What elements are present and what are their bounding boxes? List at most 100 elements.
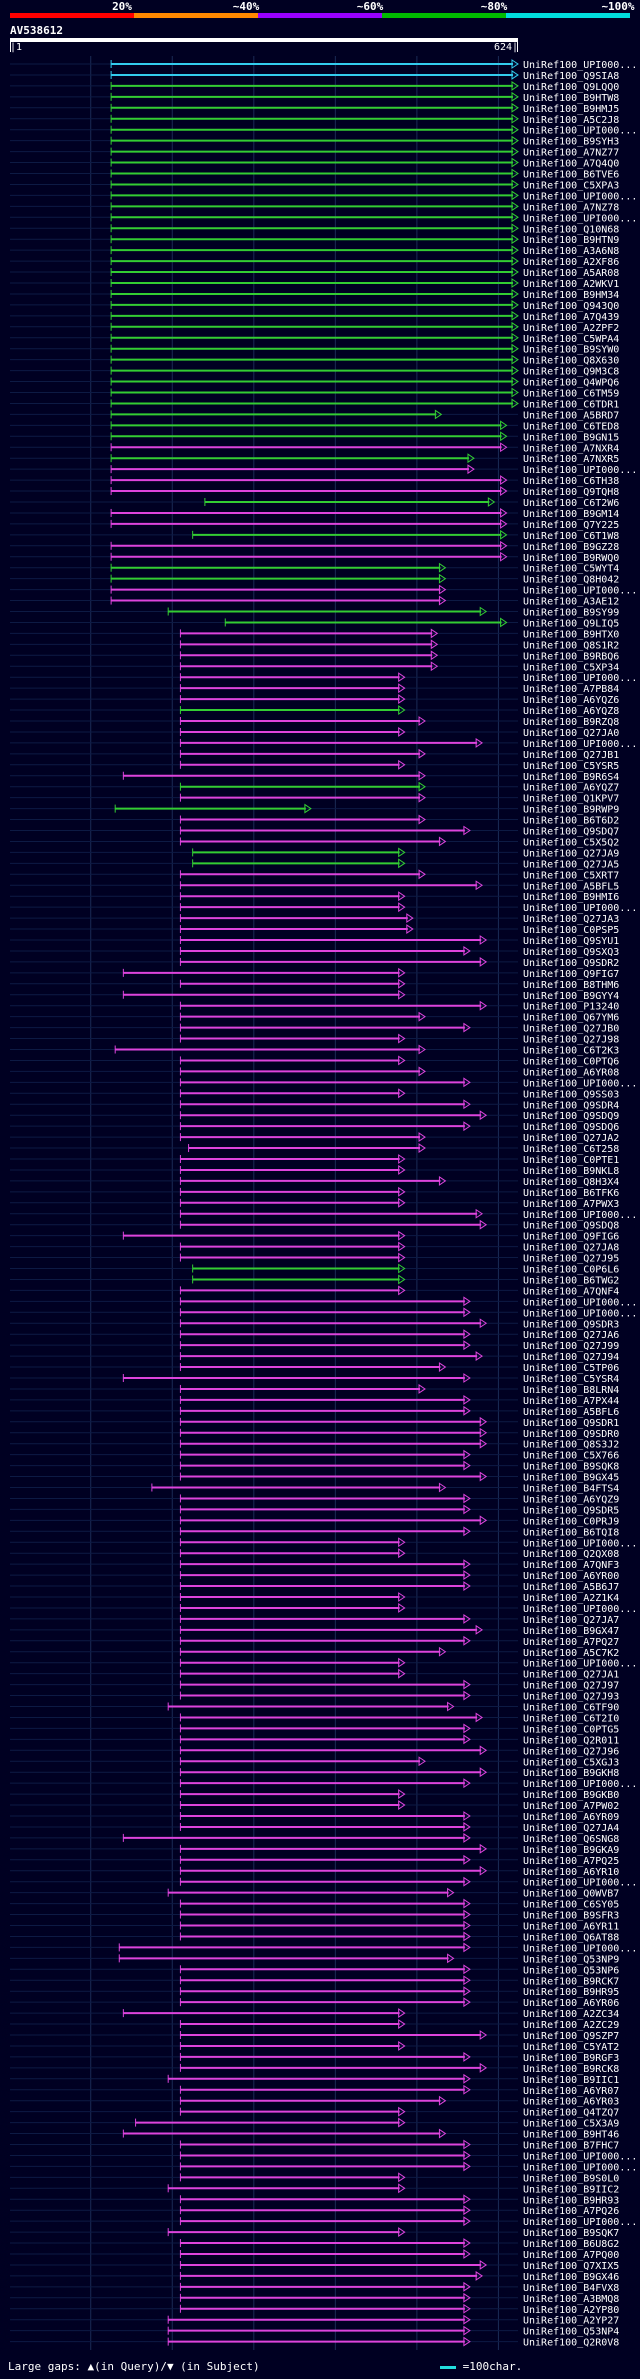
hit-label: UniRef100_Q27JA7	[523, 1615, 619, 1626]
hit-label: UniRef100_A5C7K2	[523, 1648, 619, 1659]
hit-label: UniRef100_A6YQZ9	[523, 1494, 619, 1505]
hit-label: UniRef100_UPI000...	[523, 673, 637, 684]
hit-label: UniRef100_A7PQ00	[523, 2250, 619, 2261]
hit-arrow	[418, 1132, 426, 1143]
hit-label: UniRef100_A7NXR5	[523, 454, 619, 465]
hit-label: UniRef100_Q27JA8	[523, 1243, 619, 1254]
ruler-tick-start	[10, 42, 11, 52]
hit-label: UniRef100_C5XRT7	[523, 870, 619, 881]
scale-label: ~40%	[232, 0, 260, 13]
hit-label: UniRef100_B9GX45	[523, 1473, 619, 1484]
ruler-start-label: |1	[10, 42, 23, 53]
hit-label: UniRef100_A2ZC29	[523, 2020, 619, 2031]
hit-label: UniRef100_B6T6D2	[523, 816, 619, 827]
hit-label: UniRef100_Q9LQQ0	[523, 82, 619, 93]
hit-arrow	[475, 1712, 484, 1723]
hit-label: UniRef100_Q8S1R2	[523, 640, 619, 651]
hit-arrow	[463, 1613, 471, 1624]
hit-label: UniRef100_UPI000...	[523, 2151, 637, 2162]
scale-label: ~60%	[356, 0, 384, 13]
hit-label: UniRef100_Q53NP6	[523, 1965, 619, 1976]
hit-arrow	[447, 1887, 455, 1898]
hit-arrow	[398, 2172, 406, 2183]
hit-label: UniRef100_Q2QX08	[523, 1549, 619, 1560]
hit-label: UniRef100_B9RWQ0	[523, 553, 619, 564]
hit-label: UniRef100_P13240	[523, 1002, 619, 1013]
hit-label: UniRef100_B9RBQ6	[523, 651, 619, 662]
hit-label: UniRef100_Q27J93	[523, 1692, 619, 1703]
hit-arrow	[463, 1405, 471, 1416]
hit-arrow	[479, 1318, 488, 1329]
hit-label: UniRef100_B9GX46	[523, 2272, 619, 2283]
hit-arrow	[463, 1394, 471, 1405]
hit-label: UniRef100_Q27JB1	[523, 750, 619, 761]
hit-arrow	[479, 1471, 488, 1482]
hit-arrow	[398, 1165, 406, 1175]
hit-label: UniRef100_Q27JA9	[523, 848, 619, 859]
hit-label: UniRef100_B9HTW8	[523, 93, 619, 104]
hit-arrow	[418, 1756, 426, 1767]
hit-label: UniRef100_Q8H3X4	[523, 1177, 619, 1188]
hit-arrow	[398, 694, 406, 705]
hit-arrow	[398, 1274, 406, 1285]
hit-label: UniRef100_B9SQK7	[523, 2228, 619, 2239]
hit-label: UniRef100_C5X3A9	[523, 2119, 619, 2130]
hit-arrow	[463, 2194, 471, 2205]
hit-label: UniRef100_UPI000...	[523, 1538, 637, 1549]
hit-label: UniRef100_Q9SDQ8	[523, 1221, 619, 1232]
hit-label: UniRef100_Q9SDQ6	[523, 1122, 619, 1133]
hit-arrow	[511, 310, 519, 321]
hit-label: UniRef100_Q9SDR3	[523, 1319, 619, 1330]
hit-label: UniRef100_Q27J97	[523, 1681, 619, 1692]
hit-arrow	[479, 1515, 488, 1526]
hit-arrow	[479, 1000, 488, 1011]
hit-arrow	[398, 1186, 406, 1197]
hit-label: UniRef100_B9S0L0	[523, 2173, 619, 2184]
hit-label: UniRef100_Q0WVB7	[523, 1889, 619, 1900]
hit-arrow	[500, 475, 508, 486]
hit-arrow	[487, 497, 496, 507]
hit-arrow	[430, 650, 439, 661]
hit-label: UniRef100_Q6AT88	[523, 1932, 619, 1943]
hit-arrow	[463, 1876, 471, 1887]
hit-label: UniRef100_B9RCK8	[523, 2064, 619, 2075]
hit-label: UniRef100_A2YP27	[523, 2316, 619, 2327]
hit-label: UniRef100_A7QNF4	[523, 1286, 619, 1297]
hit-label: UniRef100_C6TED8	[523, 421, 619, 432]
hit-label: UniRef100_C5YSR4	[523, 1374, 619, 1385]
hit-arrow	[463, 2139, 471, 2150]
hit-arrow	[463, 1679, 471, 1690]
hit-arrow	[398, 2019, 406, 2029]
hit-arrow	[479, 1438, 488, 1449]
hit-label: UniRef100_A7NZ77	[523, 148, 619, 159]
scale-segment	[10, 13, 134, 18]
hit-label: UniRef100_C6TF90	[523, 1703, 619, 1714]
hit-arrow	[438, 836, 447, 847]
hit-label: UniRef100_A6YQZ6	[523, 695, 619, 706]
hit-label: UniRef100_Q9SIA8	[523, 71, 619, 82]
hit-arrow	[438, 595, 447, 606]
hit-arrow	[398, 1055, 406, 1066]
hit-label: UniRef100_C5WPA4	[523, 334, 619, 345]
hit-label: UniRef100_C6TDR1	[523, 399, 619, 410]
hit-arrow	[398, 1285, 406, 1296]
hit-arrow	[467, 464, 475, 475]
hit-arrow	[463, 1975, 471, 1986]
hit-arrow	[398, 1088, 406, 1099]
hit-label: UniRef100_C6T1W8	[523, 531, 619, 542]
hit-label: UniRef100_C0PTE1	[523, 1155, 619, 1166]
hit-label: UniRef100_B9GM14	[523, 509, 619, 520]
hit-label: UniRef100_Q1KPV7	[523, 794, 619, 805]
hit-arrow	[479, 606, 488, 617]
hit-label: UniRef100_Q9SDR2	[523, 958, 619, 969]
hit-label: UniRef100_B9HTX0	[523, 629, 619, 640]
hit-arrow	[511, 278, 519, 288]
hit-label: UniRef100_UPI000...	[523, 1078, 637, 1089]
hit-arrow	[511, 135, 519, 146]
hit-label: UniRef100_UPI000...	[523, 1779, 637, 1790]
hit-label: UniRef100_B9RZQ8	[523, 717, 619, 728]
hit-label: UniRef100_A5C2J8	[523, 115, 619, 126]
hit-arrow	[438, 1482, 447, 1493]
hit-label: UniRef100_A2ZC34	[523, 2009, 619, 2020]
hit-arrow	[398, 2183, 406, 2194]
